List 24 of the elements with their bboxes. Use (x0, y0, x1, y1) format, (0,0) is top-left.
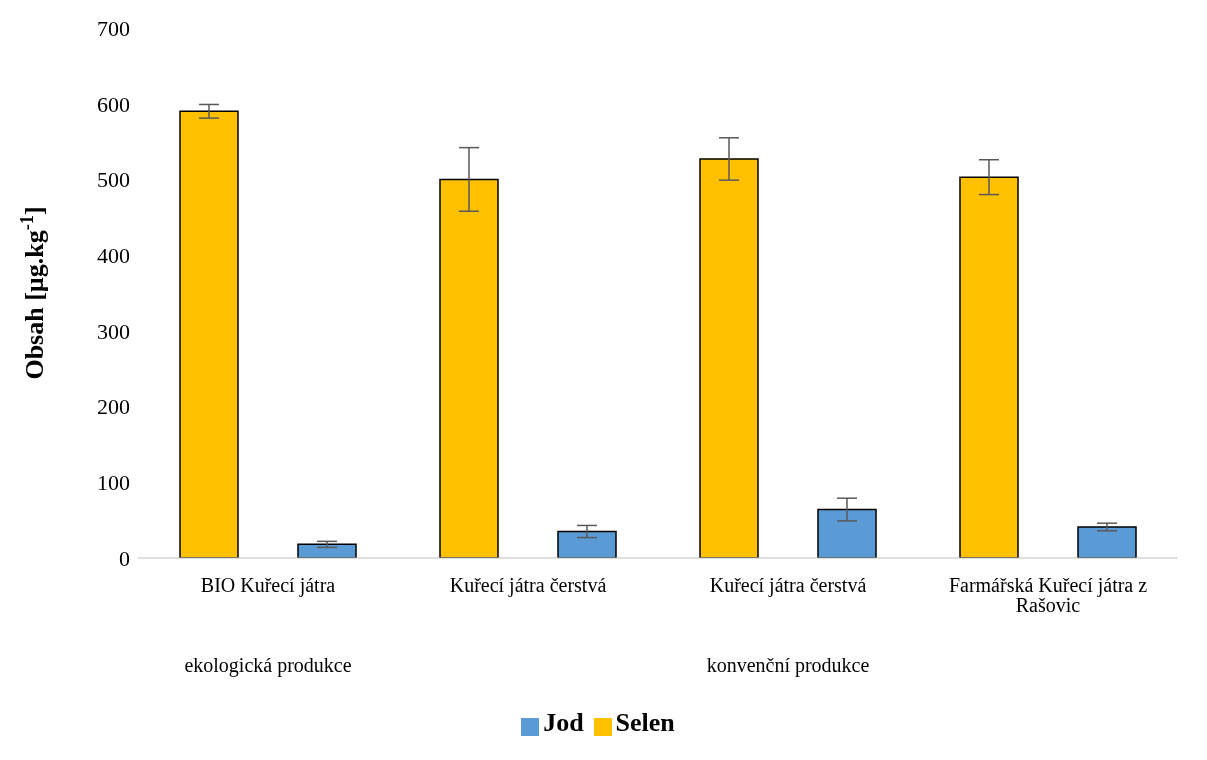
bar (297, 543, 357, 558)
y-tick-label: 300 (97, 318, 130, 344)
legend-label: Jod (543, 708, 584, 737)
y-tick-label: 200 (97, 394, 130, 420)
bar (179, 110, 239, 558)
y-tick-label: 600 (97, 91, 130, 117)
y-tick-label: 400 (97, 242, 130, 268)
x-tick-label: Kuřecí játra čerstvá (449, 574, 607, 598)
y-tick-label: 500 (97, 167, 130, 193)
x-tick-label: Farmářská Kuřecí játra z Rašovic (948, 574, 1148, 617)
x-tick-label: Kuřecí játra čerstvá (709, 574, 867, 598)
y-tick-label: 700 (97, 15, 130, 41)
bar (817, 508, 877, 558)
legend-label: Selen (615, 708, 675, 737)
bar (699, 158, 759, 558)
text: ekologická produkce (183, 654, 353, 677)
bar (557, 530, 617, 558)
bar (959, 176, 1019, 558)
y-tick-label: 100 (97, 470, 130, 496)
x-tick-label: BIO Kuřecí játra (200, 574, 336, 598)
text: konvenční produkce (705, 654, 871, 677)
y-tick-label: 0 (119, 545, 130, 571)
bar (1077, 526, 1137, 558)
bar (439, 178, 499, 558)
